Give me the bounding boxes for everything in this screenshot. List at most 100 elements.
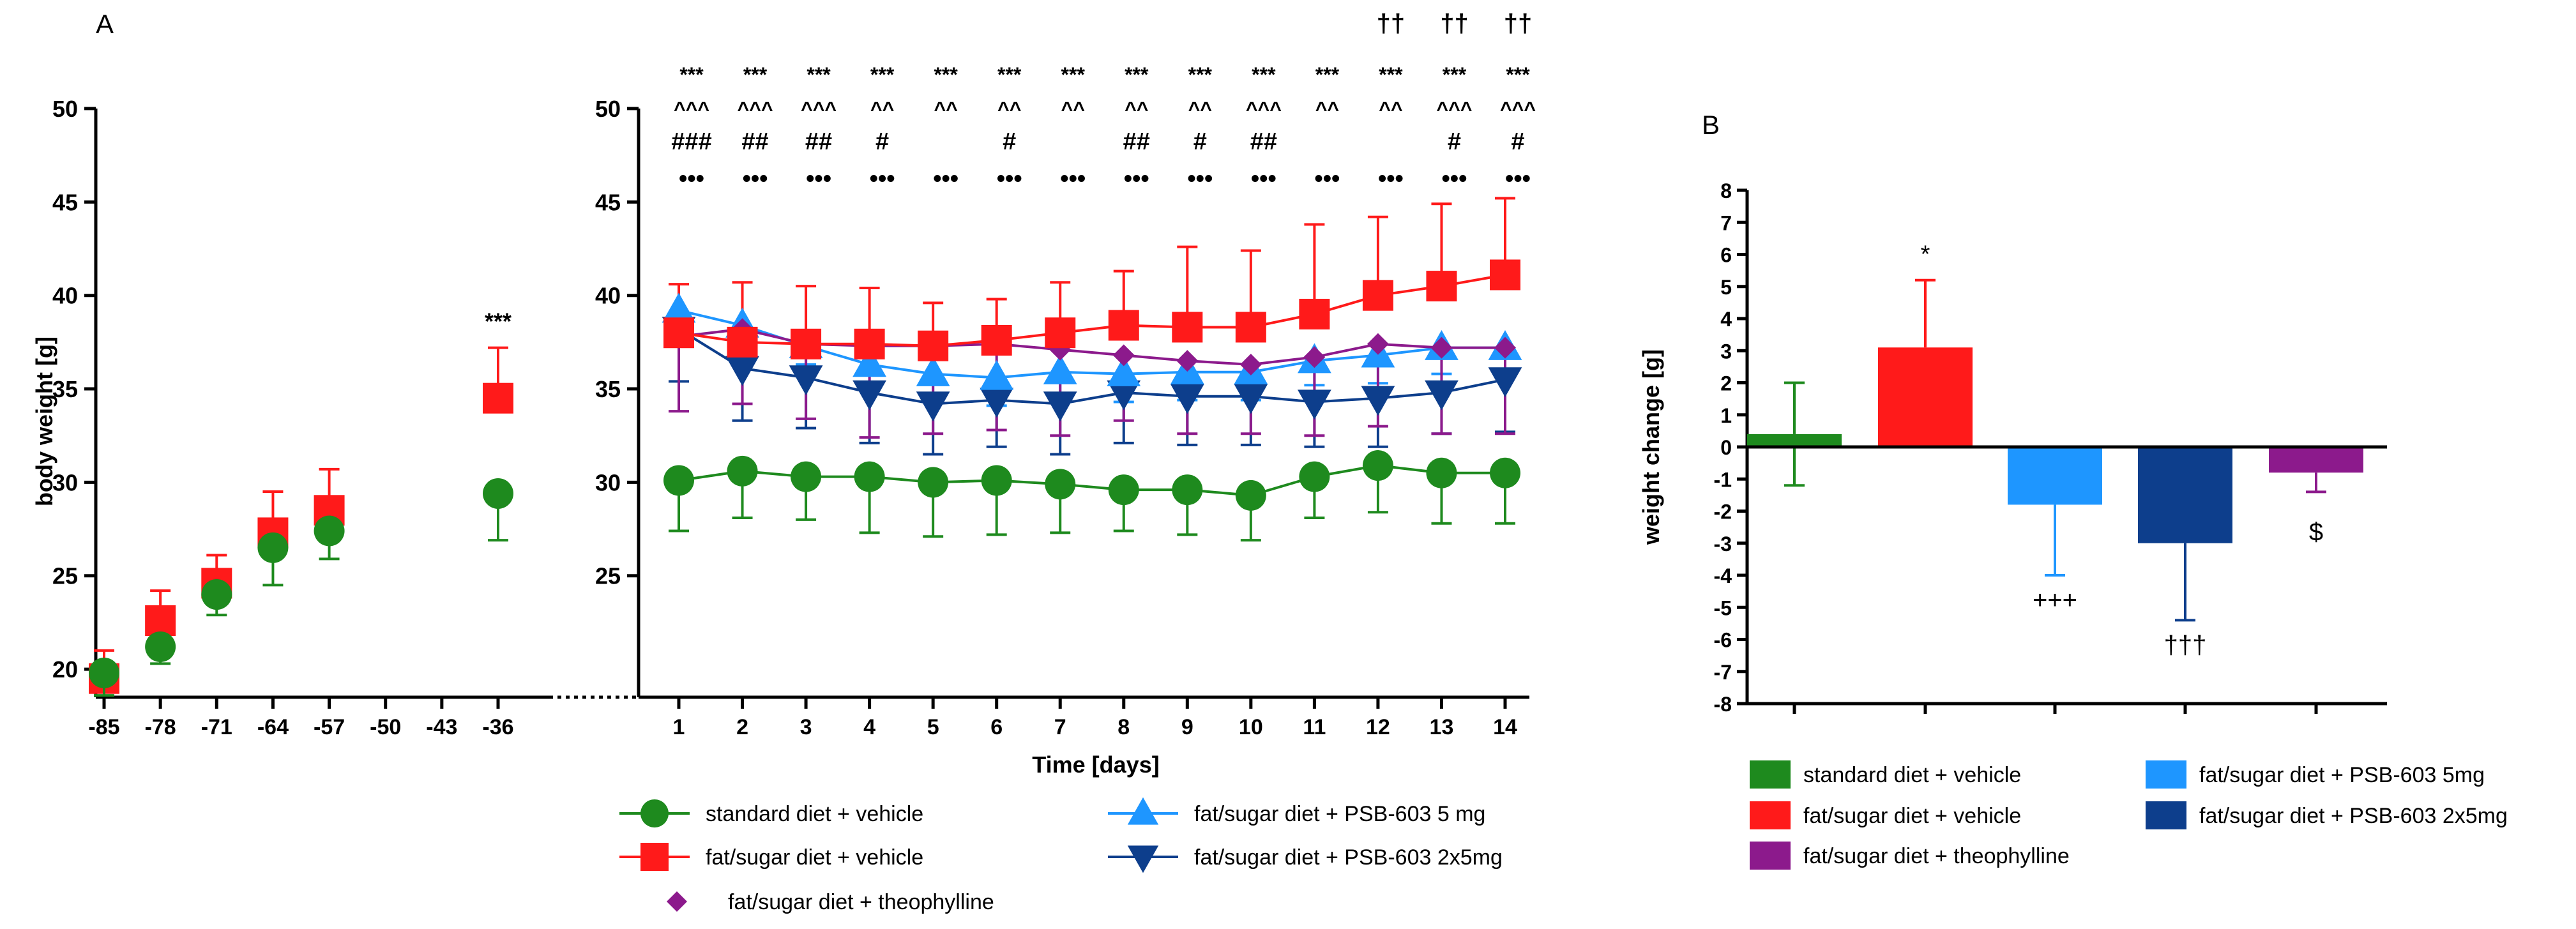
data-point [918,330,949,361]
significance-dots: ••• [806,165,831,192]
significance-stars: *** [1252,63,1276,86]
significance-dots: ••• [743,165,768,192]
significance-hash: # [1193,128,1207,155]
legend-marker [667,891,687,912]
y-tick-label-b: 8 [1720,179,1732,202]
y-tick-label-b: -8 [1714,693,1732,716]
significance-hash: # [875,128,889,155]
data-point [1234,384,1268,414]
bar [2269,447,2363,473]
y-tick-label-b: 6 [1720,244,1732,267]
data-point [1043,391,1077,422]
x-tick-label-left: -71 [201,715,232,739]
y-tick-label-left: 45 [52,189,78,215]
y-tick-label-b: 2 [1720,372,1732,395]
data-point [1239,353,1262,375]
y-tick-label-b: -3 [1714,532,1732,555]
significance-stars: *** [1315,63,1340,86]
bar-significance-label: * [1921,241,1930,268]
significance-stars: *** [934,63,958,86]
data-point [662,292,696,323]
significance-dots: ••• [679,165,704,192]
x-tick-label-left: -36 [482,715,513,739]
data-point [483,382,513,414]
significance-annotation: *** [485,308,511,334]
significance-stars: *** [1188,63,1213,86]
legend-marker [1127,797,1159,825]
y-tick-label-right: 50 [595,96,621,122]
data-point [1299,461,1330,492]
significance-dots: ••• [1187,165,1213,192]
data-point [1045,469,1076,500]
series-line [678,328,1506,405]
significance-caret: ^^ [870,98,894,121]
y-tick-label-b: 5 [1720,276,1732,299]
significance-stars: *** [1443,63,1467,86]
x-tick-label-left: -64 [257,715,289,739]
x-tick-label-right: 5 [927,715,939,739]
data-point [980,359,1014,390]
significance-stars: *** [870,63,895,86]
data-point [791,461,822,492]
data-point [789,365,823,396]
significance-hash: ## [805,128,832,155]
data-point [725,356,759,386]
significance-caret: ^^^ [1246,98,1282,121]
data-point [727,455,758,487]
legend-a-item: fat/sugar diet + theophylline [667,890,994,914]
bar [1747,434,1842,447]
x-tick-label-right: 10 [1239,715,1263,739]
data-point [1426,457,1457,488]
data-point [1107,356,1141,386]
data-point [1362,280,1393,311]
bar [1878,347,1973,447]
bar-error-upper [1784,381,1805,434]
panel-label-a: A [96,9,114,39]
x-tick-label-left: -78 [145,715,176,739]
y-tick-label-right: 40 [595,283,621,309]
y-tick-label-b: -5 [1714,596,1732,619]
error-bar [669,336,689,413]
significance-dots: ••• [1251,165,1277,192]
significance-stars: *** [743,63,768,86]
data-point [1108,310,1139,341]
y-tick-label-right: 35 [595,376,621,402]
data-point [1108,474,1139,506]
data-point [89,657,119,688]
y-tick-label-b: -2 [1714,501,1732,524]
data-point [1490,259,1520,291]
y-tick-label-left: 50 [52,96,78,122]
bar-significance-label: +++ [2033,586,2077,614]
data-point [663,465,694,496]
data-point [1490,457,1520,488]
y-tick-label-b: 4 [1720,308,1732,331]
data-point [1297,389,1331,420]
legend-a: standard diet + vehicle fat/sugar diet + … [619,797,1503,914]
data-point [145,605,176,636]
legend-b-item: fat/sugar diet + theophylline [1750,842,2070,870]
data-point [1494,336,1516,359]
significance-hash: # [1448,128,1461,155]
significance-caret: ^^^ [738,98,773,121]
data-point [981,324,1012,356]
x-tick-label-right: 9 [1181,715,1193,739]
legend-label: fat/sugar diet + vehicle [706,845,923,870]
x-tick-label-right: 7 [1054,715,1066,739]
data-point [1235,480,1266,511]
x-tick-label-left: -50 [370,715,401,739]
significance-dagger: †† [1377,10,1405,38]
x-tick-label-right: 13 [1430,715,1454,739]
data-point [916,356,950,386]
data-point [1426,271,1457,302]
legend-label: fat/sugar diet + vehicle [1803,804,2021,828]
significance-stars: *** [679,63,704,86]
data-point [1299,298,1330,329]
data-point [1176,350,1199,372]
significance-caret: ^^ [997,98,1021,121]
significance-stars: *** [1506,63,1530,86]
data-point [201,579,232,610]
x-tick-label-right: 4 [863,715,875,739]
x-tick-label-right: 14 [1493,715,1517,739]
data-point [145,631,176,662]
x-tick-label-right: 6 [990,715,1003,739]
